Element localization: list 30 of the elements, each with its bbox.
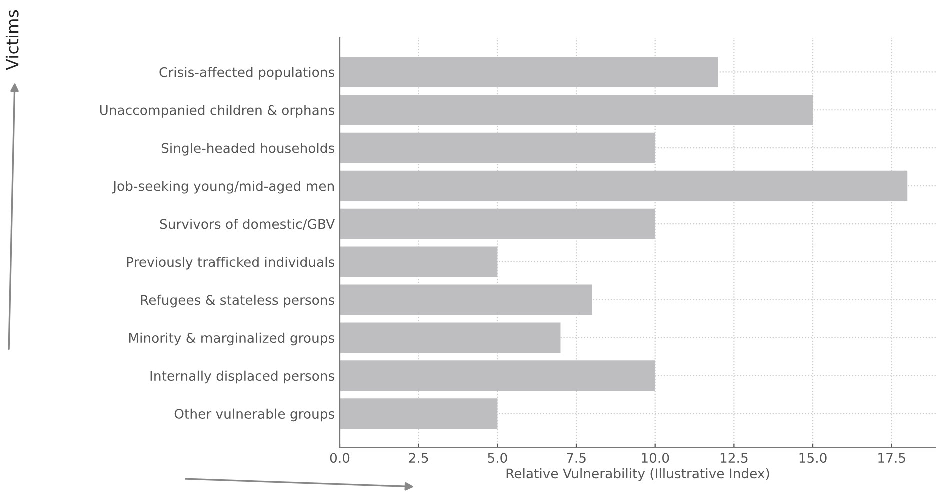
y-tick-label: Other vulnerable groups <box>174 408 334 422</box>
bar <box>340 94 814 126</box>
x-tick-label: 0.0 <box>330 453 350 464</box>
x-tick-label: 15.0 <box>800 453 827 464</box>
bar <box>340 246 498 278</box>
y-tick-label: Refugees & stateless persons <box>141 294 334 308</box>
y-axis-title: Victims <box>6 10 19 70</box>
y-tick-label: Minority & marginalized groups <box>129 332 334 346</box>
bar <box>340 208 656 240</box>
x-tick-label: 7.5 <box>567 453 586 464</box>
x-tick-label: 17.5 <box>878 453 906 464</box>
y-tick-label: Unaccompanied children & orphans <box>100 105 334 118</box>
x-tick-label: 5.0 <box>488 453 508 464</box>
y-tick-label: Job-seeking young/mid-aged men <box>112 181 334 194</box>
bar <box>340 170 908 202</box>
bar <box>340 56 718 88</box>
y-tick-label: Survivors of domestic/GBV <box>160 219 336 230</box>
bar <box>340 398 498 430</box>
y-tick-label: Previously trafficked individuals <box>127 256 334 270</box>
bar <box>340 360 656 392</box>
y-tick-label: Internally displaced persons <box>150 370 334 384</box>
x-tick-label: 12.5 <box>720 453 748 464</box>
y-tick-label: Crisis-affected populations <box>160 67 334 80</box>
bar <box>340 132 656 164</box>
bar <box>340 284 592 316</box>
x-axis-title: Relative Vulnerability (Illustrative Index) <box>506 468 770 482</box>
bar <box>340 322 561 354</box>
y-tick-label: Single-headed households <box>162 143 334 156</box>
x-tick-label: 2.5 <box>409 453 428 464</box>
x-tick-label: 10.0 <box>642 453 670 464</box>
